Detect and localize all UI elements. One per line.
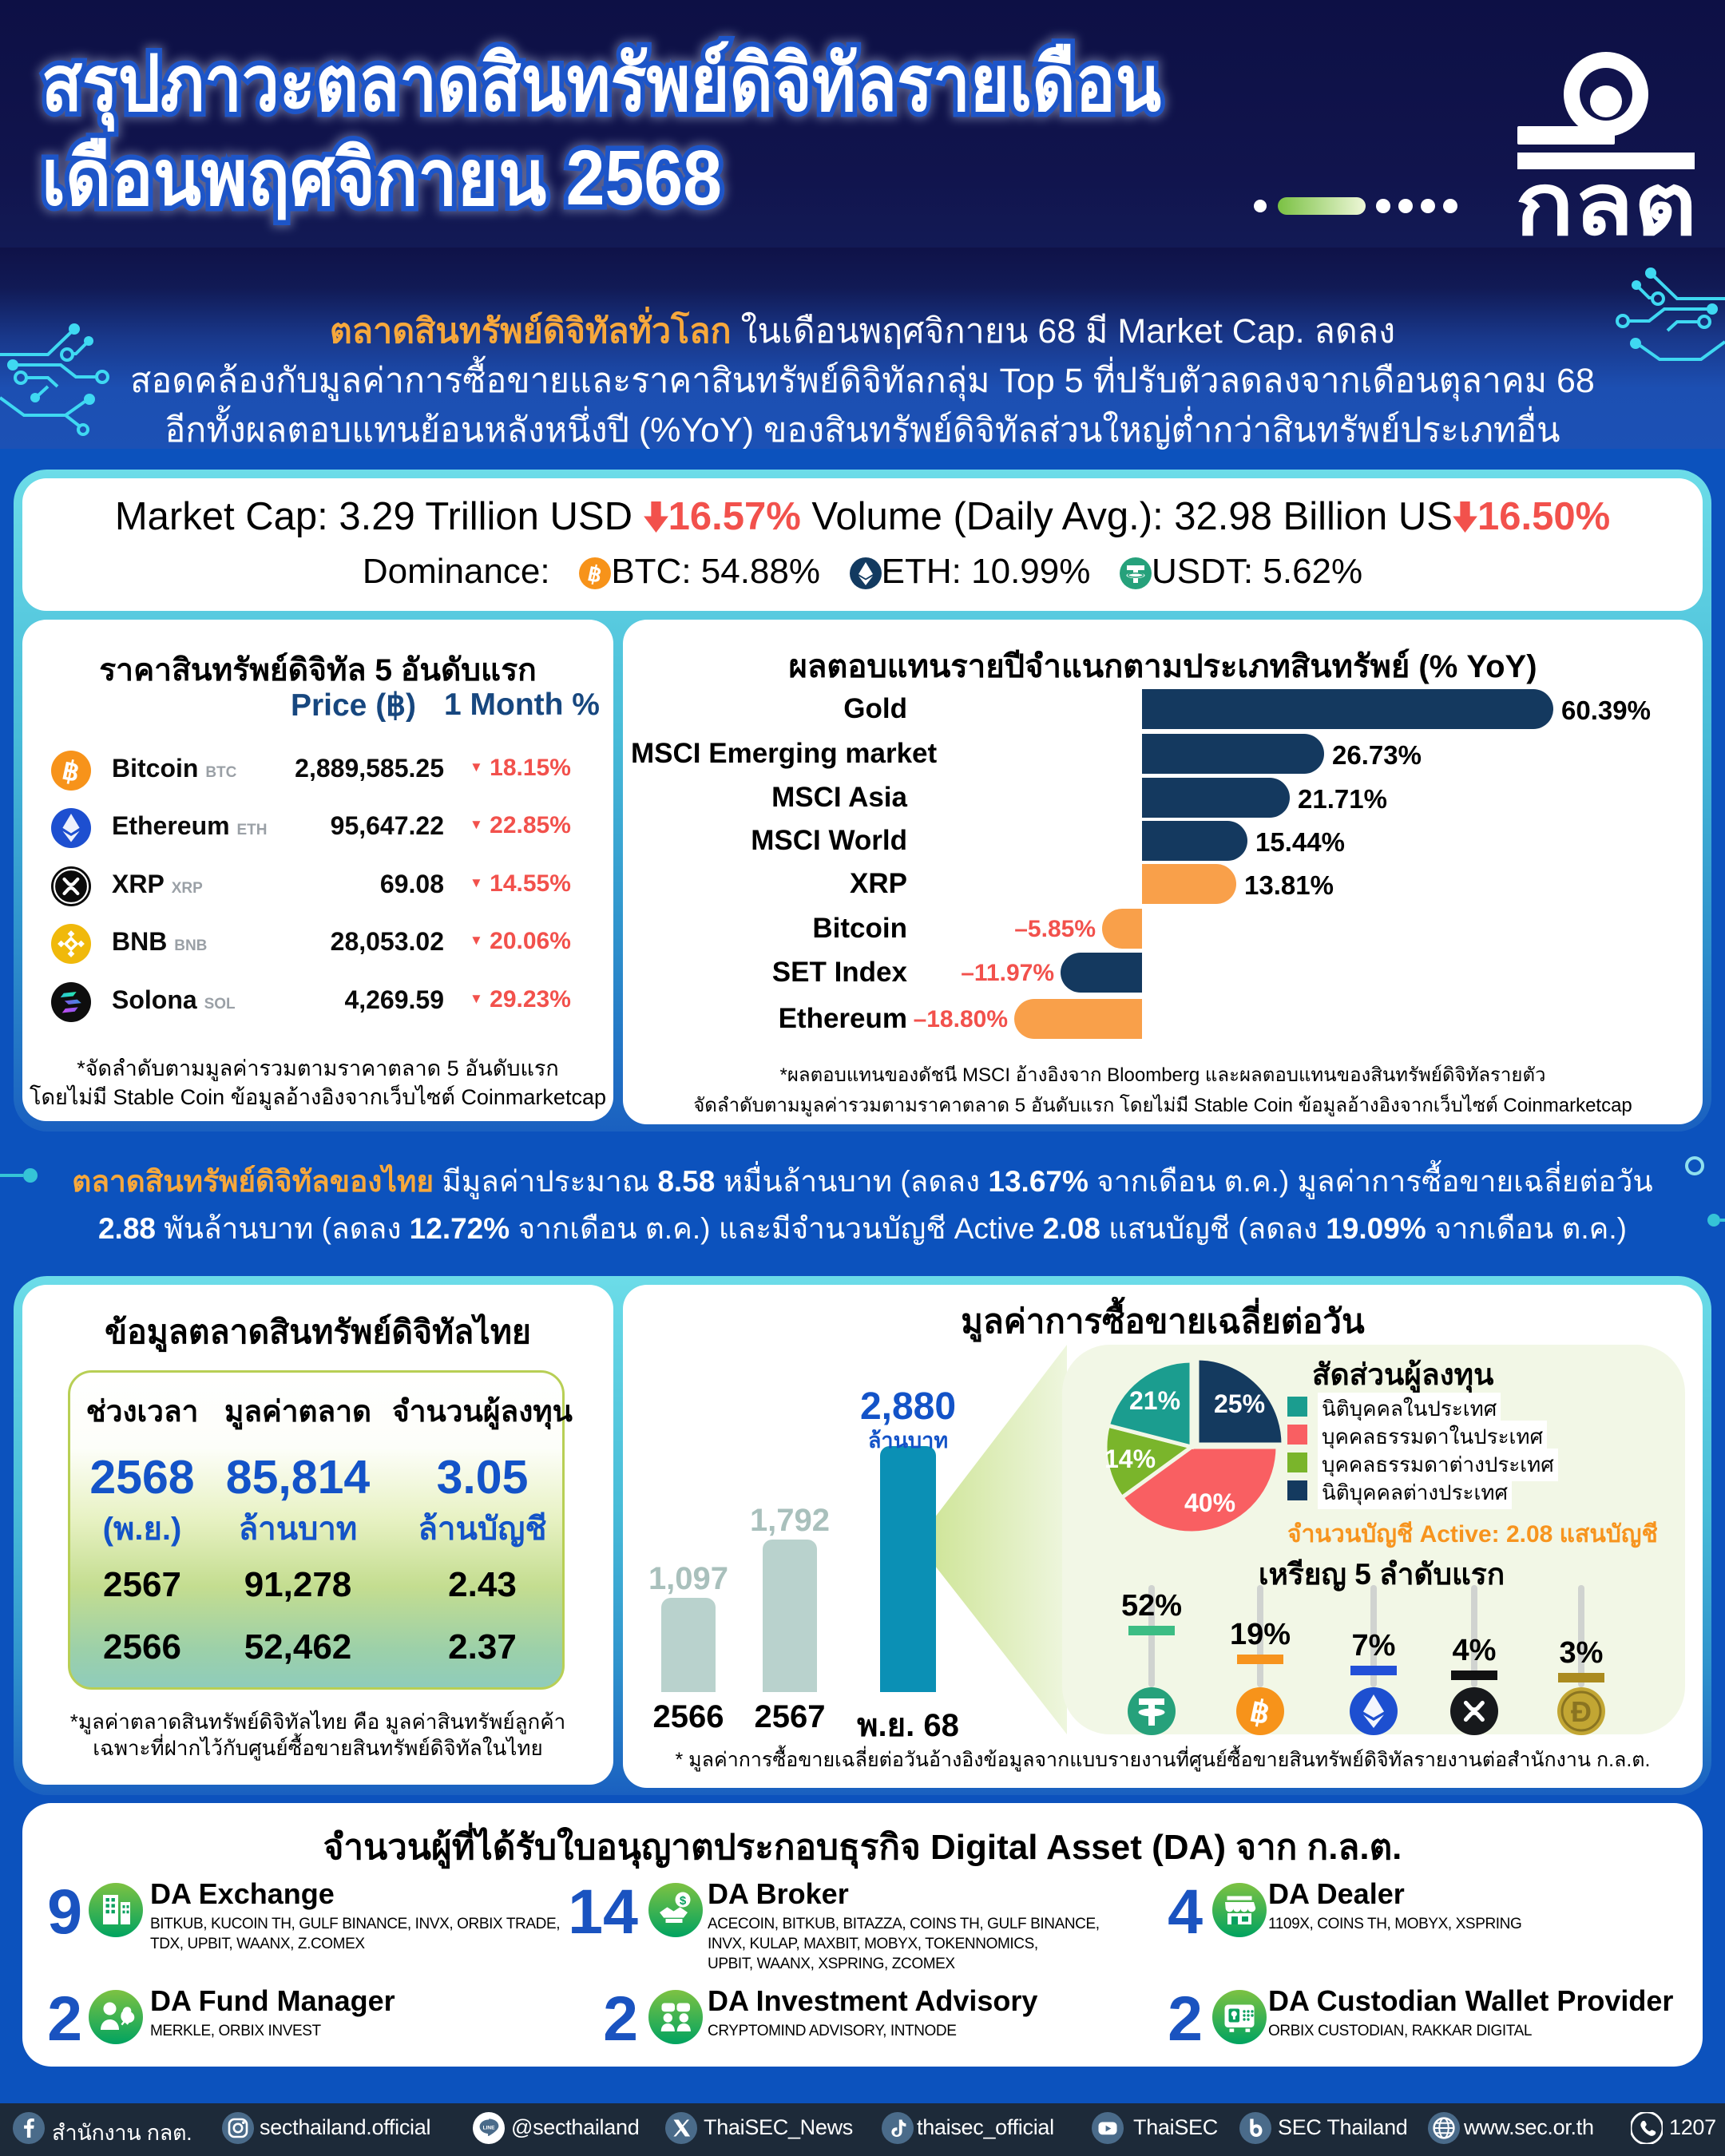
svg-text:LINE: LINE xyxy=(483,2126,495,2131)
svg-text:25%: 25% xyxy=(1214,1389,1265,1418)
svg-text:กลต: กลต xyxy=(1515,156,1697,240)
svg-text:21%: 21% xyxy=(1129,1386,1180,1415)
svg-text:14%: 14% xyxy=(1104,1445,1156,1473)
svg-text:$: $ xyxy=(680,1894,687,1908)
svg-text:Ð: Ð xyxy=(1571,1695,1592,1728)
svg-text:สรุปภาวะตลาดสินทรัพย์ดิจิทัลรา: สรุปภาวะตลาดสินทรัพย์ดิจิทัลรายเดือน xyxy=(42,40,1161,133)
svg-text:เดือนพฤศจิกายน 2568: เดือนพฤศจิกายน 2568 xyxy=(42,134,722,221)
svg-text:฿: ฿ xyxy=(586,561,605,588)
svg-text:เดือนพฤศจิกายน 2568: เดือนพฤศจิกายน 2568 xyxy=(42,134,722,221)
svg-text:40%: 40% xyxy=(1184,1488,1235,1517)
svg-text:สรุปภาวะตลาดสินทรัพย์ดิจิทัลรา: สรุปภาวะตลาดสินทรัพย์ดิจิทัลรายเดือน xyxy=(42,40,1161,133)
